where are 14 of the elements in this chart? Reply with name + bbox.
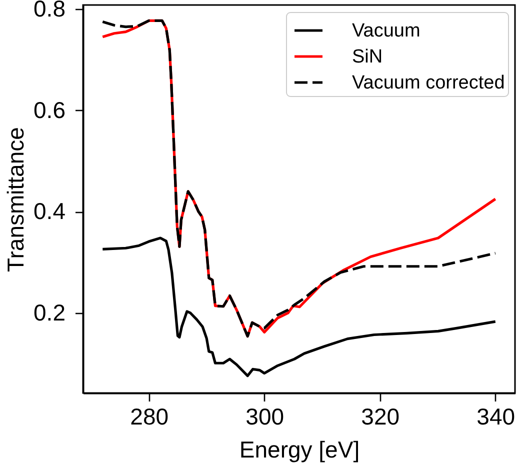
legend-label: SiN: [352, 46, 383, 68]
x-tick-label: 320: [361, 404, 400, 430]
y-tick-label: 0.4: [34, 198, 66, 224]
y-tick-label: 0.2: [34, 299, 66, 326]
y-axis-title: Transmittance: [2, 127, 29, 272]
y-tick-label: 0.6: [34, 96, 66, 123]
x-tick-label: 300: [246, 404, 284, 430]
x-tick-label: 280: [130, 404, 169, 430]
line-series: [101, 236, 497, 378]
legend-label: Vacuum corrected: [352, 72, 505, 94]
x-tick-label: 340: [476, 404, 516, 430]
x-axis-title: Energy [eV]: [239, 436, 360, 462]
legend-label: Vacuum: [352, 20, 420, 42]
y-tick-label: 0.8: [34, 0, 66, 22]
